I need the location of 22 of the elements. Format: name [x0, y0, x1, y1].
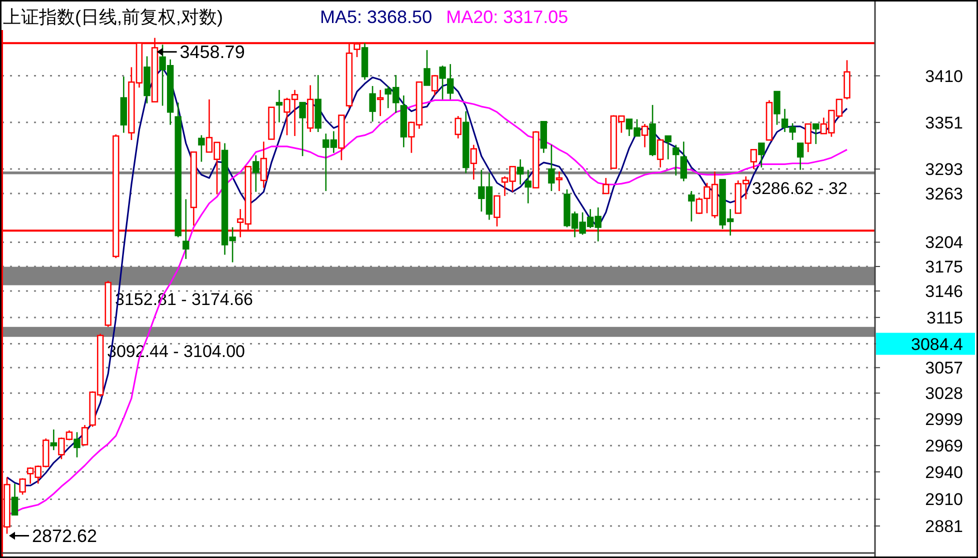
- y-tick-label: 3351: [925, 113, 963, 132]
- y-tick-label: 3410: [925, 66, 963, 86]
- y-tick-label: 2999: [925, 410, 963, 429]
- y-tick-label: 3293: [925, 160, 963, 180]
- y-tick-label: 2969: [925, 436, 963, 456]
- y-tick-label: 3084.4: [911, 334, 963, 354]
- y-tick-label: 3175: [925, 257, 963, 276]
- text: MA20: 3317.05: [446, 7, 568, 27]
- band-label: 3286.62 - 32: [752, 179, 848, 198]
- y-tick-label: 3263: [925, 184, 963, 204]
- annotation: 2872.62: [32, 526, 98, 546]
- y-tick-label: 3204: [925, 233, 963, 252]
- y-tick-label: 2881: [925, 516, 963, 536]
- chart-title: 上证指数(日线,前复权,对数): [3, 7, 223, 27]
- annotation: 3458.79: [180, 42, 245, 62]
- y-tick-label: 3115: [926, 308, 963, 328]
- y-tick-label: 3028: [925, 384, 963, 404]
- y-tick-label: 2940: [925, 462, 963, 482]
- y-tick-label: 3057: [925, 358, 963, 378]
- y-tick-label: 3146: [925, 282, 963, 301]
- y-tick-label: 2910: [925, 490, 963, 510]
- text: MA5: 3368.50: [320, 7, 432, 27]
